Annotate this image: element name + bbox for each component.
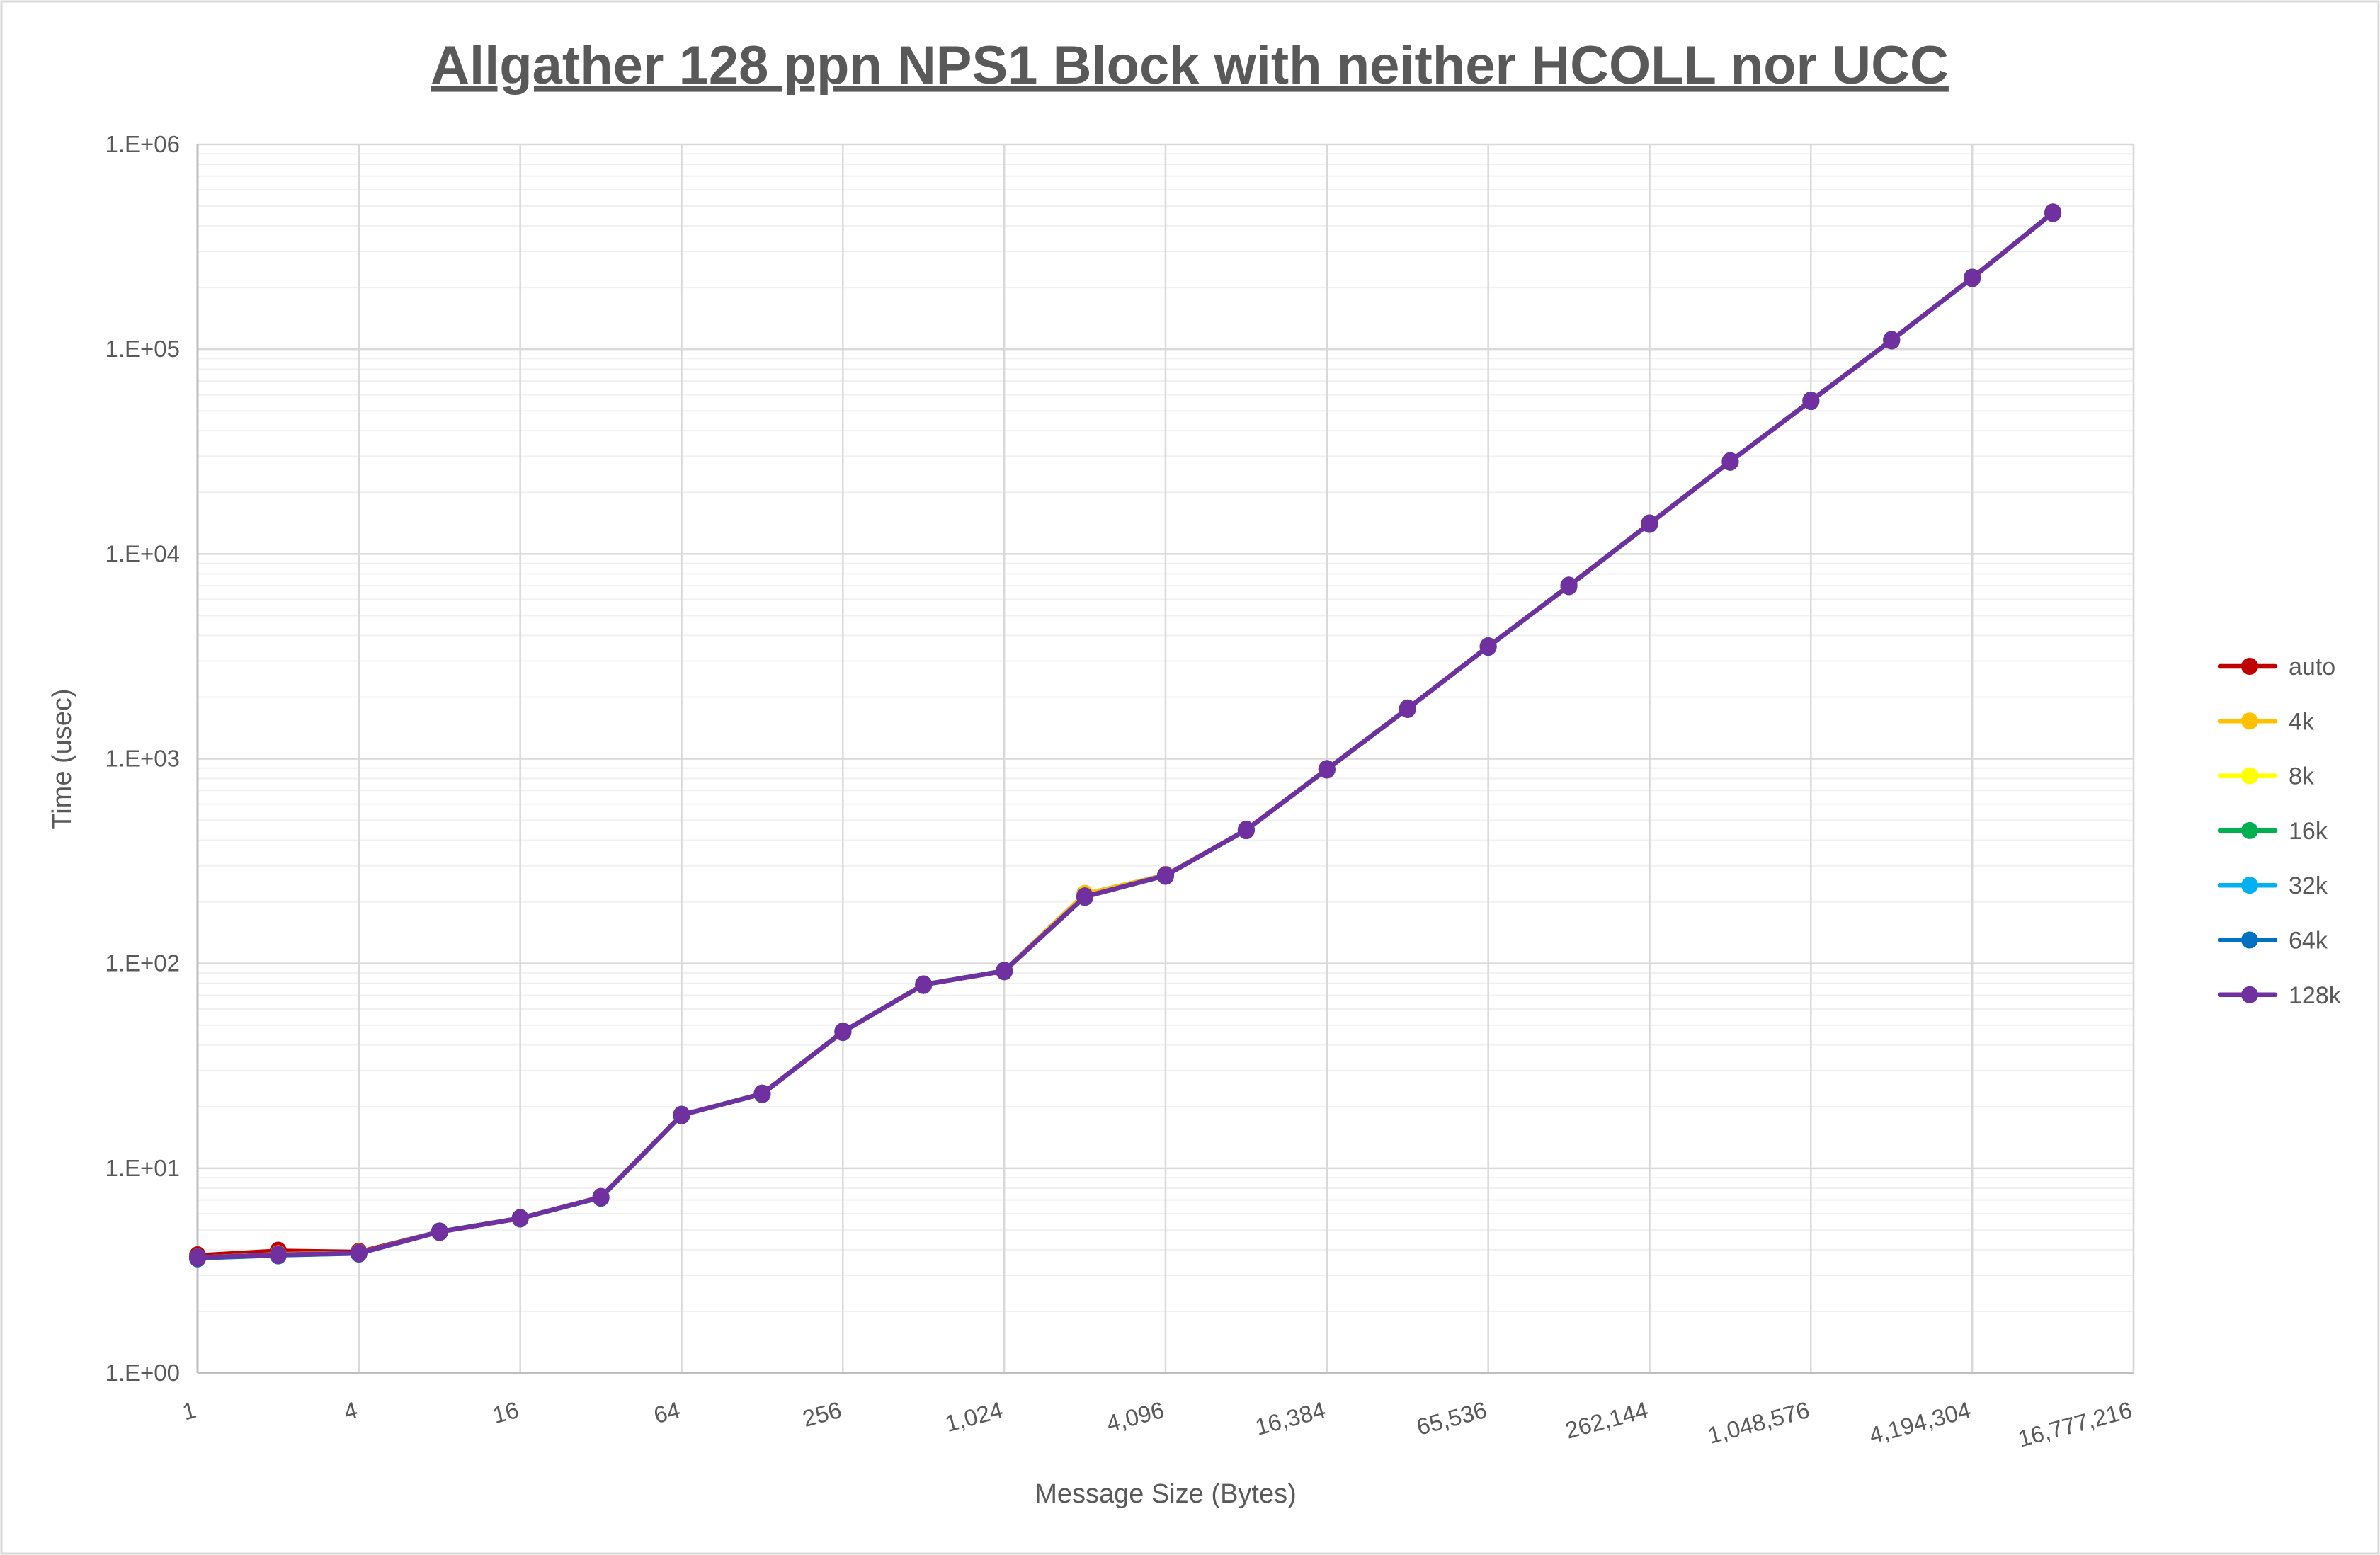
- legend-label: 8k: [2289, 763, 2315, 790]
- data-point-128k: [673, 1105, 690, 1124]
- data-point-128k: [1479, 637, 1497, 656]
- legend-marker: [2241, 658, 2258, 675]
- y-axis-title: Time (usec): [47, 688, 77, 829]
- legend-item-128k: 128k: [2217, 982, 2342, 1009]
- legend-label: 4k: [2289, 708, 2315, 735]
- chart-title: Allgather 128 ppn NPS1 Block with neithe…: [431, 35, 1949, 96]
- y-tick-label: 1.E+05: [105, 336, 180, 362]
- legend-item-auto: auto: [2217, 654, 2335, 680]
- data-point-128k: [1802, 391, 1820, 410]
- data-point-128k: [753, 1084, 771, 1103]
- data-point-128k: [996, 962, 1013, 981]
- series-128k: [189, 203, 2062, 1268]
- data-point-128k: [1237, 821, 1255, 840]
- data-point-128k: [915, 975, 933, 994]
- legend-label: 32k: [2289, 872, 2328, 899]
- y-tick-label: 1.E+00: [105, 1360, 180, 1386]
- legend-item-4k: 4k: [2217, 708, 2315, 735]
- legend-item-64k: 64k: [2217, 928, 2328, 955]
- legend-marker: [2241, 877, 2258, 894]
- y-tick-labels: 1.E+00 1.E+01 1.E+02 1.E+03 1.E+04 1.E+05 1.E+…: [105, 131, 180, 1386]
- data-point-128k: [511, 1209, 529, 1228]
- legend-marker: [2241, 931, 2258, 949]
- data-point-128k: [592, 1187, 610, 1207]
- data-point-128k: [1399, 699, 1416, 718]
- y-tick-label: 1.E+04: [105, 540, 180, 566]
- data-point-128k: [1560, 576, 1578, 596]
- x-axis-title: Message Size (Bytes): [1035, 1479, 1297, 1509]
- grid: [196, 143, 2135, 1374]
- y-tick-label: 1.E+06: [105, 131, 180, 157]
- legend-item-16k: 16k: [2217, 818, 2328, 845]
- data-point-128k: [1721, 452, 1739, 471]
- data-point-128k: [431, 1222, 448, 1241]
- data-point-128k: [1883, 331, 1901, 350]
- legend-marker: [2241, 986, 2258, 1003]
- data-point-128k: [1641, 514, 1658, 533]
- series-group: [189, 203, 2062, 1268]
- data-point-128k: [269, 1246, 287, 1265]
- legend-label: auto: [2289, 654, 2335, 680]
- legend-item-8k: 8k: [2217, 763, 2315, 790]
- data-point-128k: [189, 1248, 206, 1268]
- legend: auto 4k 8k 16k 32k 64k 128k: [2217, 654, 2342, 1009]
- legend-marker: [2241, 821, 2258, 839]
- data-point-128k: [1076, 887, 1094, 906]
- series-line-128k: [197, 210, 2055, 1260]
- data-point-128k: [1964, 268, 1981, 287]
- legend-label: 16k: [2289, 818, 2328, 845]
- y-tick-label: 1.E+03: [105, 746, 180, 772]
- legend-marker: [2241, 767, 2258, 785]
- legend-label: 128k: [2289, 982, 2342, 1009]
- data-point-128k: [350, 1243, 368, 1263]
- legend-label: 64k: [2289, 928, 2328, 955]
- data-point-128k: [1318, 760, 1336, 779]
- data-point-128k: [834, 1023, 852, 1042]
- y-tick-label: 1.E+01: [105, 1155, 180, 1181]
- data-point-128k: [1157, 866, 1174, 885]
- y-tick-label: 1.E+02: [105, 950, 180, 976]
- legend-marker: [2241, 712, 2258, 730]
- data-point-128k: [2044, 203, 2062, 222]
- legend-item-32k: 32k: [2217, 872, 2328, 899]
